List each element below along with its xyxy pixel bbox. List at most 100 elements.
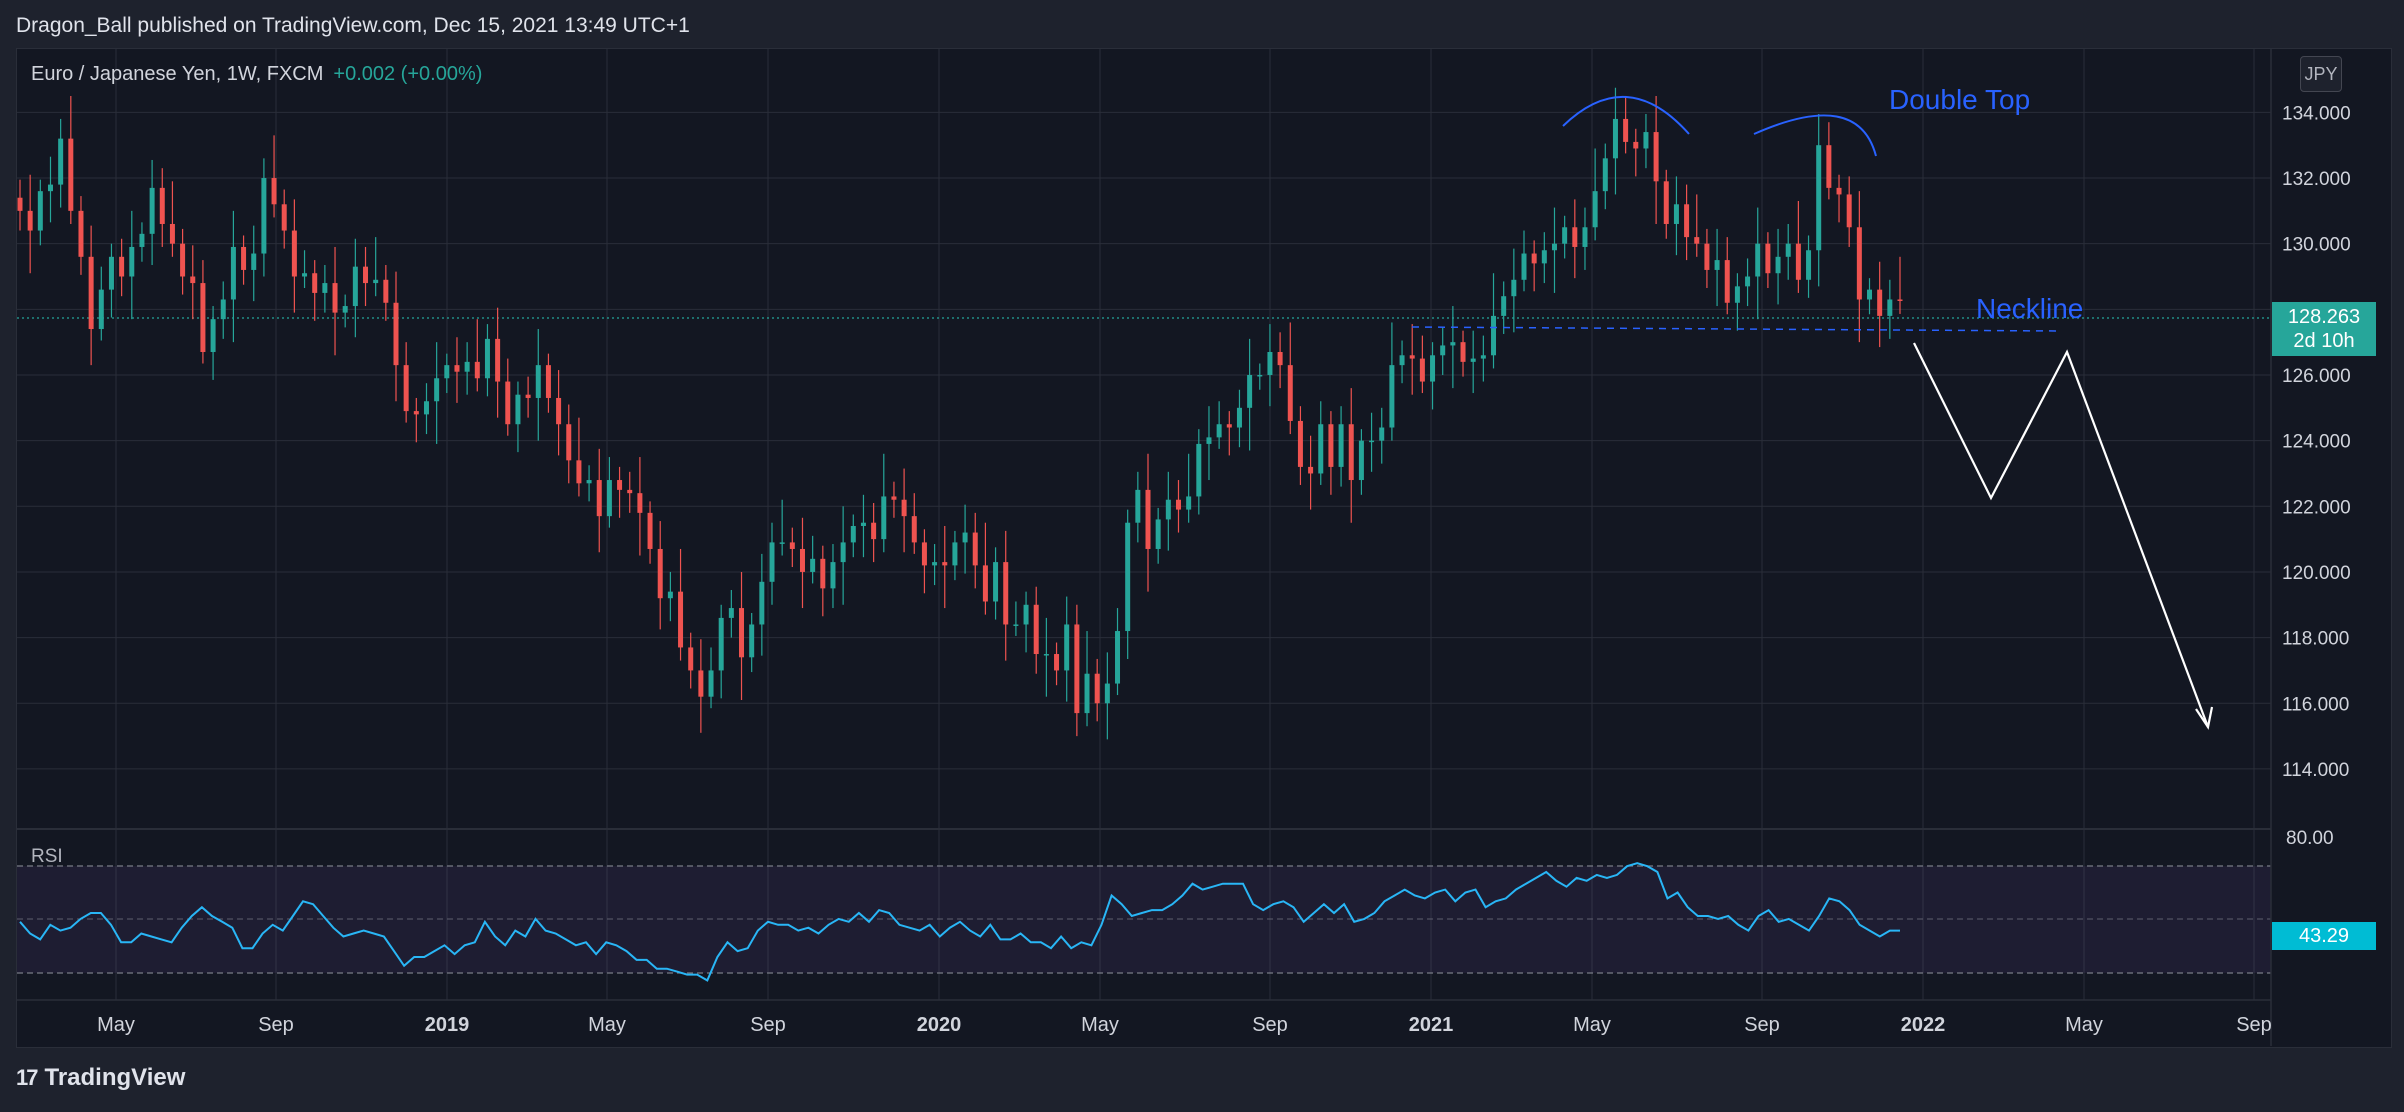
projection-arrowhead — [2195, 706, 2214, 730]
candle-body — [932, 562, 938, 566]
candle-body — [119, 256, 125, 277]
candle — [1511, 248, 1517, 333]
candle-body — [484, 338, 490, 379]
candle — [159, 168, 165, 247]
candle — [617, 466, 623, 518]
candle-body — [901, 499, 907, 517]
candle-body — [1511, 279, 1517, 297]
candle — [779, 499, 785, 556]
candle-body — [993, 562, 999, 602]
candle — [423, 383, 429, 435]
candle — [728, 590, 734, 638]
y-tick-label: 130.000 — [2282, 235, 2351, 256]
candle — [312, 260, 318, 321]
candle — [27, 174, 33, 274]
tradingview-brand[interactable]: 17 TradingView — [16, 1064, 185, 1092]
candle — [108, 243, 114, 318]
candle — [129, 210, 135, 320]
candle-body — [860, 522, 866, 526]
candle — [363, 246, 369, 307]
candle — [1602, 143, 1608, 210]
candle — [180, 228, 186, 295]
candle-body — [1551, 243, 1557, 251]
candle — [1775, 228, 1781, 305]
tradingview-logo-icon: 17 — [16, 1065, 39, 1090]
candle — [1877, 261, 1883, 348]
candle — [454, 337, 460, 403]
candle — [1389, 322, 1395, 441]
candle-body — [1806, 250, 1812, 280]
candle-body — [1338, 424, 1344, 467]
candle-body — [820, 558, 826, 589]
candle — [119, 238, 125, 297]
candle-body — [515, 394, 521, 425]
candle-body — [1450, 342, 1456, 346]
candle-body — [1054, 654, 1060, 671]
candle-body — [1064, 624, 1070, 671]
candle-body — [1531, 253, 1537, 264]
symbol-title: Euro / Japanese Yen, 1W, FXCM — [31, 63, 324, 85]
candle — [596, 448, 602, 553]
candle — [1816, 114, 1822, 287]
candle — [891, 481, 897, 518]
candle-body — [271, 178, 277, 205]
candle — [1094, 658, 1100, 722]
candle-body — [1206, 437, 1212, 444]
candle-body — [1328, 424, 1334, 467]
x-tick-label: 2021 — [1409, 1014, 1454, 1036]
candle — [1430, 342, 1436, 410]
candle-body — [952, 542, 958, 566]
candle — [484, 324, 490, 397]
symbol-legend[interactable]: Euro / Japanese Yen, 1W, FXCM +0.002 (+0.… — [31, 63, 482, 86]
candle-body — [1541, 250, 1547, 264]
currency-button[interactable]: JPY — [2300, 56, 2342, 92]
candle-body — [505, 381, 511, 425]
candle-body — [1714, 260, 1720, 270]
rsi-legend[interactable]: RSI — [31, 846, 63, 867]
candle — [413, 397, 419, 443]
candle-body — [1247, 374, 1253, 408]
candle — [1846, 176, 1852, 247]
candle-body — [1430, 355, 1436, 382]
candle — [1856, 191, 1862, 343]
candle — [302, 250, 308, 288]
candle-body — [921, 542, 927, 566]
candle — [1541, 232, 1547, 284]
candle-body — [1145, 489, 1151, 549]
candle-body — [535, 365, 541, 398]
candle — [1836, 174, 1842, 223]
candle-body — [1287, 365, 1293, 421]
candle — [78, 196, 84, 275]
candle — [47, 156, 53, 223]
candle-body — [1369, 440, 1375, 443]
candle — [586, 465, 592, 502]
candle-body — [200, 283, 206, 353]
candle — [200, 260, 206, 364]
candle-body — [302, 273, 308, 277]
candle-body — [1084, 673, 1090, 714]
candle — [332, 246, 338, 356]
candle — [1064, 596, 1070, 702]
candle-body — [58, 138, 64, 185]
x-tick-label: May — [588, 1014, 626, 1036]
candle-body — [566, 424, 572, 461]
candle — [1714, 228, 1720, 307]
candle — [1612, 87, 1618, 195]
candle-body — [586, 480, 592, 484]
candle — [241, 235, 247, 285]
candle — [1277, 332, 1283, 389]
candle — [566, 404, 572, 484]
candle — [495, 307, 501, 418]
candle — [1521, 230, 1527, 292]
candle-body — [1135, 489, 1141, 523]
candle — [657, 521, 663, 630]
candle — [860, 494, 866, 558]
candle — [698, 639, 704, 733]
candle-body — [728, 608, 734, 618]
candle — [1308, 435, 1314, 510]
candle-body — [1582, 227, 1588, 247]
candle-body — [1308, 466, 1314, 474]
candle — [576, 417, 582, 497]
candle-body — [1236, 407, 1242, 428]
